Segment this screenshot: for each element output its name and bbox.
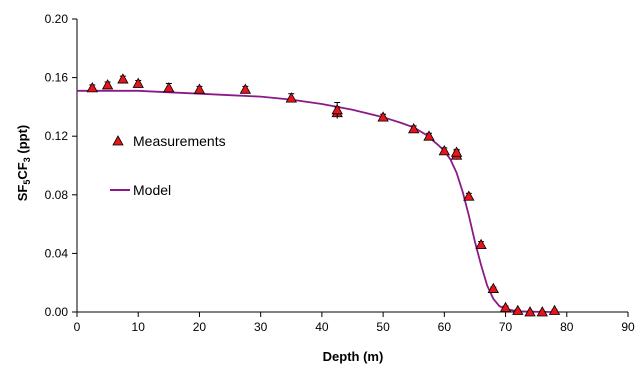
measurements-series xyxy=(86,73,561,317)
y-axis-title-sub1: 5 xyxy=(22,180,32,185)
measurement-point xyxy=(423,130,435,141)
x-tick-label: 50 xyxy=(376,320,390,334)
y-tick-label: 0.00 xyxy=(45,305,69,319)
measurement-point xyxy=(438,145,451,156)
x-tick-label: 40 xyxy=(315,320,329,334)
measurement-point xyxy=(536,306,548,317)
legend-measurements-label: Measurements xyxy=(133,133,226,149)
measurement-point xyxy=(239,83,252,94)
x-tick-label: 60 xyxy=(438,320,452,334)
y-tick-label: 0.20 xyxy=(45,12,69,26)
measurement-point xyxy=(285,92,297,103)
measurement-point xyxy=(193,83,206,94)
y-axis-title-sub2: 3 xyxy=(22,157,32,162)
y-tick-label: 0.08 xyxy=(45,188,69,202)
measurement-point xyxy=(524,306,536,317)
x-tick-label: 30 xyxy=(254,320,268,334)
x-axis-title: Depth (m) xyxy=(323,349,384,364)
model-series xyxy=(77,89,555,313)
legend-model-label: Model xyxy=(133,182,171,198)
y-axis-ticks: 0.00 0.04 0.08 0.12 0.16 0.20 xyxy=(45,12,77,319)
y-axis-title-part2: CF xyxy=(15,162,30,179)
measurement-point xyxy=(499,301,512,313)
legend: Measurements Model xyxy=(110,133,226,198)
measurement-point xyxy=(377,111,389,122)
y-tick-label: 0.04 xyxy=(45,246,69,260)
x-tick-label: 0 xyxy=(74,320,81,334)
measurement-point xyxy=(475,238,487,250)
x-tick-label: 20 xyxy=(193,320,207,334)
measurement-point xyxy=(86,82,98,93)
measurement-point xyxy=(487,282,499,293)
measurement-point xyxy=(101,79,114,90)
x-axis-ticks: 0 10 20 30 40 50 60 70 80 90 xyxy=(74,312,635,334)
measurement-point xyxy=(163,82,175,93)
x-tick-label: 90 xyxy=(621,320,635,334)
measurement-point xyxy=(331,104,343,115)
x-tick-label: 10 xyxy=(132,320,146,334)
y-axis-title-part: SF xyxy=(15,185,30,202)
y-axis-title: SF5CF3 (ppt) xyxy=(15,125,32,201)
x-tick-label: 80 xyxy=(560,320,574,334)
measurement-point xyxy=(548,304,561,315)
measurement-point xyxy=(512,304,524,315)
y-tick-label: 0.16 xyxy=(45,71,69,85)
measurement-point xyxy=(450,146,463,157)
x-tick-label: 70 xyxy=(499,320,513,334)
y-axis-title-unit: (ppt) xyxy=(15,125,30,157)
measurement-point xyxy=(117,73,129,84)
measurement-point xyxy=(132,77,144,88)
legend-measurements-marker xyxy=(112,135,124,146)
measurement-point xyxy=(408,123,420,134)
model-line xyxy=(77,89,555,313)
y-tick-label: 0.12 xyxy=(45,129,69,143)
measurement-point xyxy=(463,190,475,201)
